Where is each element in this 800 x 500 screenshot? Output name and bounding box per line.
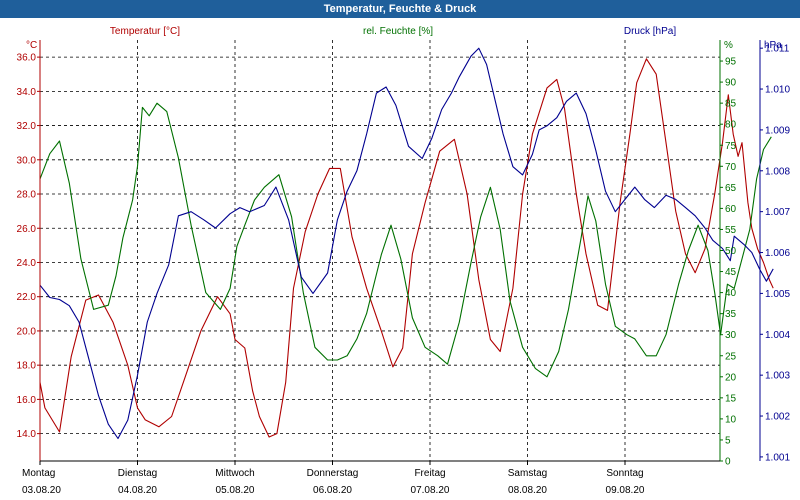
day-date-label: 06.08.20 bbox=[313, 485, 352, 496]
humidity-tick-label: 30 bbox=[725, 330, 737, 341]
temperature-tick-label: 18.0 bbox=[17, 361, 37, 372]
humidity-tick-label: 95 bbox=[725, 57, 737, 68]
temperature-tick-label: 34.0 bbox=[17, 87, 37, 98]
temperature-tick-label: 20.0 bbox=[17, 326, 37, 337]
day-date-label: 05.08.20 bbox=[216, 485, 255, 496]
plot-area bbox=[40, 40, 720, 461]
temperature-tick-label: 14.0 bbox=[17, 429, 37, 440]
humidity-tick-label: 50 bbox=[725, 246, 737, 257]
temperature-tick-label: 28.0 bbox=[17, 190, 37, 201]
pressure-tick-label: 1.002 bbox=[765, 412, 790, 423]
day-name-label: Sonntag bbox=[606, 468, 643, 479]
pressure-tick-label: 1.003 bbox=[765, 371, 790, 382]
humidity-tick-label: 85 bbox=[725, 99, 737, 110]
humidity-tick-label: 80 bbox=[725, 120, 737, 131]
humidity-tick-label: 45 bbox=[725, 267, 737, 278]
humidity-legend-label: rel. Feuchte [%] bbox=[363, 26, 433, 37]
day-name-label: Donnerstag bbox=[307, 468, 359, 479]
pressure-tick-label: 1.005 bbox=[765, 289, 790, 300]
humidity-tick-label: 90 bbox=[725, 78, 737, 89]
humidity-tick-label: 20 bbox=[725, 372, 737, 383]
day-name-label: Freitag bbox=[414, 468, 445, 479]
temperature-legend-label: Temperatur [°C] bbox=[110, 26, 180, 37]
day-name-label: Mittwoch bbox=[215, 468, 254, 479]
day-name-label: Dienstag bbox=[118, 468, 157, 479]
pressure-tick-label: 1.009 bbox=[765, 125, 790, 136]
pressure-legend-label: Druck [hPa] bbox=[624, 26, 676, 37]
humidity-tick-label: 5 bbox=[725, 435, 731, 446]
humidity-tick-label: 65 bbox=[725, 183, 737, 194]
temperature-tick-label: 16.0 bbox=[17, 395, 37, 406]
humidity-tick-label: 35 bbox=[725, 309, 737, 320]
pressure-tick-label: 1.008 bbox=[765, 166, 790, 177]
humidity-tick-label: 40 bbox=[725, 288, 737, 299]
day-date-label: 09.08.20 bbox=[606, 485, 645, 496]
humidity-tick-label: 55 bbox=[725, 225, 737, 236]
pressure-tick-label: 1.011 bbox=[765, 44, 790, 55]
day-name-label: Montag bbox=[22, 468, 55, 479]
pressure-tick-label: 1.010 bbox=[765, 85, 790, 96]
temperature-series-line bbox=[39, 58, 774, 438]
pressure-tick-label: 1.006 bbox=[765, 248, 790, 259]
temperature-unit-label: °C bbox=[26, 40, 37, 51]
temperature-tick-label: 36.0 bbox=[17, 53, 37, 64]
window-title: Temperatur, Feuchte & Druck bbox=[0, 0, 800, 18]
day-date-label: 07.08.20 bbox=[411, 485, 450, 496]
pressure-tick-label: 1.007 bbox=[765, 207, 790, 218]
humidity-series-line bbox=[39, 102, 772, 378]
day-date-label: 03.08.20 bbox=[22, 485, 61, 496]
pressure-series-line bbox=[39, 47, 774, 440]
day-name-label: Samstag bbox=[508, 468, 547, 479]
humidity-tick-label: 25 bbox=[725, 351, 737, 362]
humidity-tick-label: 10 bbox=[725, 414, 737, 425]
humidity-tick-label: 70 bbox=[725, 162, 737, 173]
day-date-label: 04.08.20 bbox=[118, 485, 157, 496]
temperature-tick-label: 32.0 bbox=[17, 121, 37, 132]
temperature-tick-label: 24.0 bbox=[17, 258, 37, 269]
humidity-tick-label: 15 bbox=[725, 393, 737, 404]
temperature-tick-label: 30.0 bbox=[17, 155, 37, 166]
pressure-tick-label: 1.004 bbox=[765, 330, 790, 341]
humidity-tick-label: 0 bbox=[725, 457, 731, 468]
humidity-unit-label: % bbox=[724, 40, 733, 51]
day-date-label: 08.08.20 bbox=[508, 485, 547, 496]
humidity-tick-label: 60 bbox=[725, 204, 737, 215]
temperature-tick-label: 22.0 bbox=[17, 292, 37, 303]
pressure-unit-label: hPa bbox=[764, 40, 782, 51]
humidity-tick-label: 75 bbox=[725, 141, 737, 152]
pressure-tick-label: 1.001 bbox=[765, 452, 790, 463]
temperature-tick-label: 26.0 bbox=[17, 224, 37, 235]
